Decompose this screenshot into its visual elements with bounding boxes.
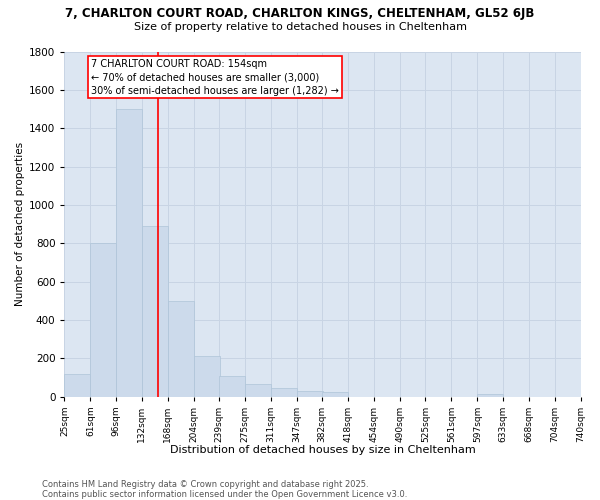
Bar xyxy=(219,376,245,397)
Bar xyxy=(322,392,348,397)
Bar xyxy=(91,244,116,397)
Text: 7, CHARLTON COURT ROAD, CHARLTON KINGS, CHELTENHAM, GL52 6JB: 7, CHARLTON COURT ROAD, CHARLTON KINGS, … xyxy=(65,8,535,20)
Bar xyxy=(297,391,323,397)
Bar xyxy=(167,301,194,397)
Bar xyxy=(271,388,297,397)
Text: Contains HM Land Registry data © Crown copyright and database right 2025.: Contains HM Land Registry data © Crown c… xyxy=(42,480,368,489)
Bar xyxy=(245,384,271,397)
Bar xyxy=(194,356,220,397)
Y-axis label: Number of detached properties: Number of detached properties xyxy=(15,142,25,306)
X-axis label: Distribution of detached houses by size in Cheltenham: Distribution of detached houses by size … xyxy=(170,445,475,455)
Bar xyxy=(64,374,91,397)
Text: 7 CHARLTON COURT ROAD: 154sqm
← 70% of detached houses are smaller (3,000)
30% o: 7 CHARLTON COURT ROAD: 154sqm ← 70% of d… xyxy=(91,59,339,96)
Text: Contains public sector information licensed under the Open Government Licence v3: Contains public sector information licen… xyxy=(42,490,407,499)
Bar xyxy=(142,226,167,397)
Text: Size of property relative to detached houses in Cheltenham: Size of property relative to detached ho… xyxy=(133,22,467,32)
Bar xyxy=(477,394,503,397)
Bar xyxy=(116,109,142,397)
